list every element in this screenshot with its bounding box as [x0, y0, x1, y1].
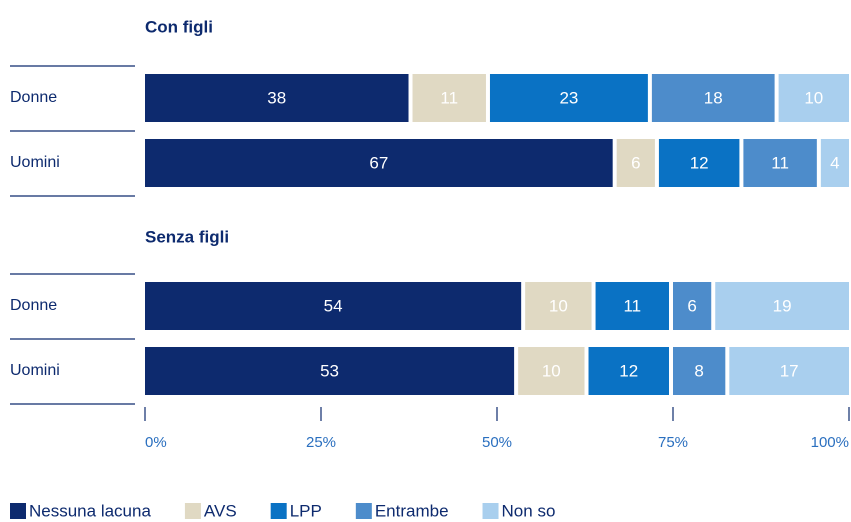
- x-tick-label: 50%: [482, 434, 512, 451]
- legend-swatch: [10, 503, 26, 519]
- value-label: 6: [687, 296, 696, 315]
- legend-swatch: [184, 503, 201, 519]
- bar-segment: [412, 74, 486, 122]
- legend-label: Entrambe: [375, 501, 449, 520]
- value-label: 54: [324, 296, 343, 315]
- bar-segment: [743, 139, 817, 187]
- category-label: Donne: [10, 297, 57, 314]
- bar-segment: [525, 282, 592, 330]
- bar-segment: [518, 347, 585, 395]
- x-tick-label: 75%: [658, 434, 688, 451]
- value-label: 18: [704, 88, 723, 107]
- value-label: 17: [780, 361, 799, 380]
- value-label: 4: [830, 153, 839, 172]
- value-label: 67: [369, 153, 388, 172]
- value-label: 11: [771, 153, 789, 172]
- value-label: 11: [623, 296, 641, 315]
- value-label: 8: [694, 361, 703, 380]
- legend-label: Nessuna lacuna: [29, 501, 151, 520]
- bar-segment: [673, 347, 726, 395]
- x-tick-label: 0%: [145, 434, 167, 451]
- x-tick-label: 25%: [306, 434, 336, 451]
- bar-segment: [145, 139, 613, 187]
- panel-title: Con figli: [145, 17, 213, 36]
- bar-segment: [729, 347, 849, 395]
- value-label: 11: [440, 88, 458, 107]
- value-label: 53: [320, 361, 339, 380]
- legend-label: LPP: [290, 501, 322, 520]
- value-label: 6: [631, 153, 640, 172]
- bar-segment: [715, 282, 849, 330]
- bar-segment: [145, 74, 409, 122]
- bar-segment: [658, 139, 740, 187]
- bar-segment: [673, 282, 712, 330]
- value-label: 23: [559, 88, 578, 107]
- bar-segment: [489, 74, 648, 122]
- value-label: 10: [542, 361, 561, 380]
- bar-segment: [145, 347, 515, 395]
- legend-label: Non so: [502, 501, 556, 520]
- bar-segment: [595, 282, 669, 330]
- legend-label: AVS: [204, 501, 237, 520]
- legend-swatch: [270, 503, 287, 519]
- x-tick-label: 100%: [811, 434, 849, 451]
- bar-segment: [651, 74, 775, 122]
- value-label: 12: [690, 153, 709, 172]
- category-label: Donne: [10, 89, 57, 106]
- value-label: 12: [619, 361, 638, 380]
- bar-segment: [820, 139, 849, 187]
- value-label: 10: [804, 88, 823, 107]
- panel-title: Senza figli: [145, 227, 229, 246]
- legend-swatch: [355, 503, 372, 519]
- bar-segment: [588, 347, 669, 395]
- bar-segment: [145, 282, 522, 330]
- bar-segment: [778, 74, 849, 122]
- bar-segment: [616, 139, 655, 187]
- value-label: 10: [549, 296, 568, 315]
- legend-swatch: [482, 503, 499, 519]
- value-label: 19: [773, 296, 792, 315]
- category-label: Uomini: [10, 154, 60, 171]
- value-label: 38: [267, 88, 286, 107]
- category-label: Uomini: [10, 362, 60, 379]
